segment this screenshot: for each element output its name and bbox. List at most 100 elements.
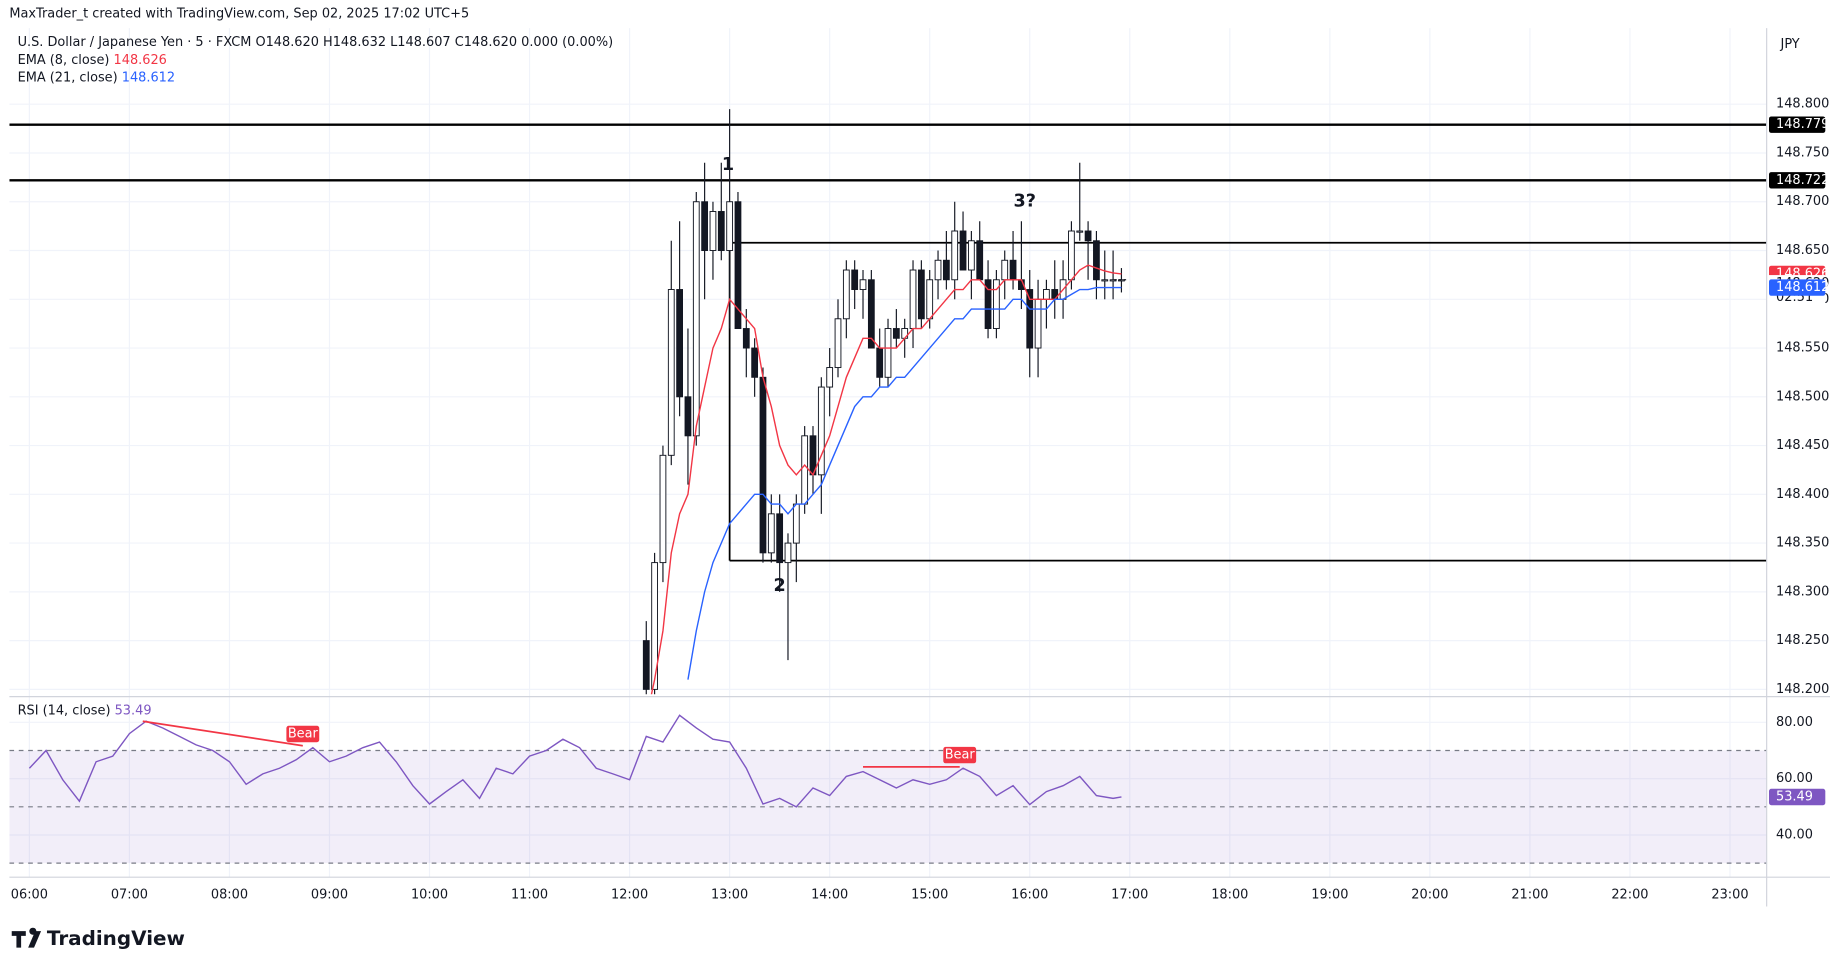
x-tick-label: 21:00	[1511, 887, 1548, 902]
candle-body	[884, 328, 892, 378]
ema-line	[650, 264, 1122, 695]
price-pane	[9, 109, 1767, 695]
rsi-axis-label-bg	[1769, 788, 1826, 806]
candle-body	[976, 240, 984, 281]
x-tick-label: 22:00	[1611, 887, 1648, 902]
candle-body	[776, 513, 784, 564]
annotation: 1	[722, 155, 734, 175]
candle-body	[951, 230, 959, 281]
ema21-axis-label-bg	[1769, 279, 1826, 296]
x-tick-label: 14:00	[811, 887, 848, 902]
candle-body	[1084, 230, 1092, 242]
candle-body	[1034, 298, 1042, 349]
x-tick-label: 16:00	[1011, 887, 1048, 902]
rsi-tick-label: 80.00	[1776, 715, 1813, 730]
candle-body	[1076, 230, 1084, 233]
x-tick-label: 17:00	[1111, 887, 1148, 902]
x-tick-label: 08:00	[211, 887, 248, 902]
level-label: 148.722	[1776, 173, 1829, 188]
x-tick-label: 18:00	[1211, 887, 1248, 902]
y-tick-label: 148.700	[1776, 194, 1829, 209]
legend-name: EMA (21, close)	[18, 70, 118, 85]
x-tick-label: 19:00	[1311, 887, 1348, 902]
rsi-pane	[9, 714, 1767, 864]
candle-body	[1093, 240, 1100, 281]
symbol: U.S. Dollar / Japanese Yen · 5 · FXCM O1…	[18, 35, 614, 50]
y-tick-label: 148.500	[1776, 389, 1829, 404]
candle-body	[759, 376, 767, 554]
candle-body	[1068, 230, 1075, 281]
legend-name: RSI (14, close)	[18, 703, 111, 718]
candle-body	[734, 201, 742, 330]
level-label-bg	[1769, 116, 1826, 133]
rsi-axis-label: 53.49	[1776, 789, 1813, 804]
candle-body	[934, 259, 942, 281]
candle-body	[717, 211, 725, 251]
candle-body	[726, 201, 734, 251]
ema-line	[687, 286, 1122, 680]
candle-body	[926, 279, 934, 320]
candle-body	[692, 201, 700, 437]
candle-body	[867, 279, 875, 349]
level-label-bg	[1769, 172, 1826, 189]
price-axis	[1766, 28, 1830, 878]
candle-body	[842, 269, 850, 320]
y-tick-label: 148.550	[1776, 341, 1829, 356]
candle-body	[942, 259, 950, 281]
x-tick-label: 23:00	[1711, 887, 1748, 902]
legend-ema21: EMA (21, close) 148.612	[18, 70, 175, 85]
ema21-axis-label: 148.612	[1776, 280, 1829, 295]
rsi-tick-label: 40.00	[1776, 827, 1813, 842]
candle-body	[993, 279, 1000, 330]
divergence-label: Bear	[945, 748, 976, 763]
y-tick-label: 148.200	[1776, 682, 1829, 697]
watermark: MaxTrader_t created with TradingView.com…	[9, 7, 469, 22]
divergence-label: Bear	[288, 726, 319, 741]
logo: TradingView	[11, 927, 185, 950]
x-tick-label: 11:00	[511, 887, 548, 902]
plot: Bear Bear 1 2 3?	[9, 109, 1767, 864]
divergence-line	[142, 720, 303, 747]
grid	[9, 28, 1767, 878]
legend-value: 148.612	[122, 70, 175, 85]
legend-rsi: RSI (14, close) 53.49	[18, 703, 152, 718]
y-tick-label: 148.250	[1776, 633, 1829, 648]
candle-body	[1026, 289, 1034, 349]
candle-body	[876, 347, 884, 378]
candle-body	[792, 503, 800, 544]
brand: TradingView	[47, 927, 185, 950]
candle-body	[959, 230, 967, 271]
candle-body	[801, 435, 809, 505]
candle-body	[784, 542, 792, 564]
y-tick-label: 148.650	[1776, 243, 1829, 258]
symbol-name: U.S. Dollar / Japanese Yen · 5 · FXCM	[18, 35, 252, 50]
y-tick-label: 148.450	[1776, 438, 1829, 453]
candle-body	[642, 640, 650, 690]
y-tick-label: 148.800	[1776, 97, 1829, 112]
candle-body	[676, 289, 684, 398]
candle-body	[751, 347, 759, 378]
legend-value: 148.626	[114, 52, 167, 67]
y-tick-label: 148.400	[1776, 487, 1829, 502]
candle-body	[651, 562, 658, 690]
x-tick-label: 07:00	[111, 887, 148, 902]
candle-body	[892, 328, 900, 339]
candle-body	[851, 269, 859, 290]
divergence-label-bg	[943, 746, 977, 764]
level-label: 148.779	[1776, 117, 1829, 132]
candle-body	[909, 269, 917, 330]
logo-mark	[11, 927, 42, 948]
candle-body	[817, 386, 825, 476]
legend-value: 53.49	[115, 703, 152, 718]
x-tick-label: 20:00	[1411, 887, 1448, 902]
candle-body	[684, 396, 692, 437]
candle-body	[859, 279, 867, 290]
axis-labels: 06:00 07:00 08:00 09:00 10:00 11:00 12:00 13:00…	[11, 97, 1830, 903]
candle-body	[742, 328, 750, 349]
candle-body	[667, 289, 675, 456]
currency: JPY	[1780, 37, 1800, 52]
legend-ema8: EMA (8, close) 148.626	[18, 52, 167, 67]
candle-body	[659, 454, 667, 564]
